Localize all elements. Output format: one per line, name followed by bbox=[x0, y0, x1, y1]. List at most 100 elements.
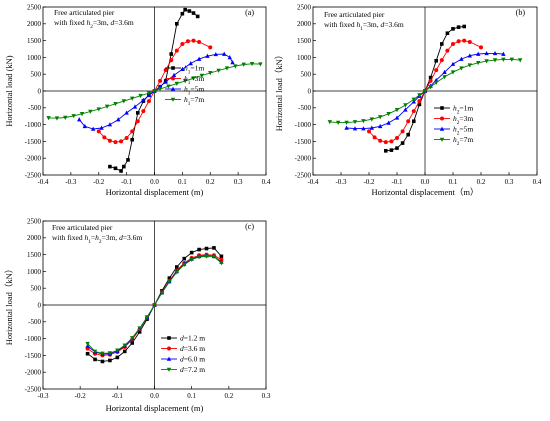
data-point bbox=[108, 358, 112, 363]
data-point bbox=[386, 112, 391, 117]
data-point bbox=[456, 25, 461, 29]
data-point bbox=[216, 68, 221, 73]
data-point bbox=[211, 254, 217, 260]
data-point bbox=[395, 146, 399, 150]
data-point bbox=[344, 120, 349, 125]
legend-marker bbox=[440, 116, 444, 121]
data-point bbox=[182, 256, 187, 261]
data-point bbox=[158, 78, 163, 83]
y-tick-label: -500 bbox=[28, 104, 41, 112]
data-point bbox=[122, 164, 126, 169]
data-point bbox=[119, 139, 124, 144]
y-tick-label: 2500 bbox=[27, 3, 42, 11]
data-point bbox=[417, 102, 422, 107]
x-tick-label: 0.1 bbox=[187, 392, 196, 400]
x-tick-label: 0.3 bbox=[505, 178, 514, 186]
y-tick-label: 2000 bbox=[297, 20, 312, 28]
data-point bbox=[451, 41, 455, 46]
data-point bbox=[108, 164, 112, 169]
data-point bbox=[187, 9, 192, 13]
legend-label: h2=7m bbox=[453, 135, 473, 147]
data-point bbox=[406, 132, 410, 137]
data-point bbox=[445, 48, 450, 53]
data-point bbox=[196, 255, 202, 260]
data-point bbox=[174, 48, 179, 53]
data-point bbox=[434, 80, 439, 85]
data-point bbox=[113, 101, 118, 107]
series-4 bbox=[85, 254, 224, 356]
data-point bbox=[195, 14, 200, 19]
x-tick-label: 0.0 bbox=[150, 392, 159, 400]
x-axis-title: Horizontal displacement（m） bbox=[372, 187, 479, 197]
x-tick-label: -0.1 bbox=[121, 178, 133, 186]
data-point bbox=[442, 75, 447, 80]
data-point bbox=[197, 39, 202, 44]
data-point bbox=[96, 129, 101, 134]
data-point bbox=[82, 123, 88, 129]
data-point bbox=[476, 51, 481, 56]
data-point bbox=[138, 93, 143, 99]
data-point bbox=[383, 140, 388, 145]
x-tick-label: 0.3 bbox=[234, 178, 243, 186]
data-point bbox=[141, 97, 146, 102]
data-point bbox=[327, 120, 332, 125]
data-point bbox=[146, 91, 152, 96]
data-point bbox=[213, 51, 219, 57]
y-tick-label: -2000 bbox=[295, 155, 312, 163]
data-point bbox=[406, 119, 411, 124]
y-tick-label: -2500 bbox=[25, 385, 42, 393]
data-point bbox=[450, 61, 456, 66]
data-point bbox=[197, 247, 201, 252]
data-point bbox=[501, 57, 506, 62]
legend-marker bbox=[167, 336, 171, 340]
data-point bbox=[258, 62, 263, 67]
x-tick-label: 0.4 bbox=[262, 178, 271, 186]
x-tick-label: 0.1 bbox=[178, 178, 187, 186]
data-point bbox=[185, 39, 190, 44]
data-point bbox=[518, 58, 523, 63]
data-point bbox=[462, 38, 467, 43]
data-point bbox=[352, 126, 358, 131]
data-point bbox=[395, 136, 399, 141]
data-point bbox=[384, 149, 388, 153]
data-point bbox=[85, 351, 90, 356]
data-point bbox=[221, 51, 227, 56]
data-point bbox=[130, 137, 134, 142]
x-tick-label: -0.2 bbox=[93, 178, 105, 186]
series-4 bbox=[46, 61, 263, 121]
y-tick-label: -1000 bbox=[25, 335, 42, 343]
data-point bbox=[224, 66, 230, 71]
legend-label: h1=5m bbox=[184, 85, 204, 97]
data-point bbox=[124, 110, 129, 115]
x-tick-label: -0.1 bbox=[391, 178, 403, 186]
y-tick-label: 0 bbox=[38, 301, 42, 309]
data-point bbox=[163, 79, 168, 84]
data-point bbox=[462, 24, 466, 29]
data-point bbox=[180, 11, 185, 16]
x-tick-label: -0.4 bbox=[37, 178, 49, 186]
x-tick-label: 0.1 bbox=[449, 178, 458, 186]
data-point bbox=[428, 75, 433, 80]
annotation-line: Free articulated pier bbox=[52, 223, 113, 232]
legend-marker bbox=[439, 126, 445, 131]
data-point bbox=[183, 7, 187, 12]
data-point bbox=[107, 138, 112, 143]
y-tick-label: 0 bbox=[308, 87, 312, 95]
data-point bbox=[188, 61, 193, 66]
data-point bbox=[509, 57, 514, 62]
y-tick-label: 500 bbox=[31, 71, 42, 79]
annotation-line: Free articulated pier bbox=[54, 8, 115, 17]
legend-label: h1=3m bbox=[184, 74, 204, 86]
data-point bbox=[467, 63, 472, 68]
y-axis-title: Horizontal load（kN） bbox=[4, 265, 14, 346]
annotation-line: with fixed h1=3m, d=3.6m bbox=[324, 20, 404, 32]
data-point bbox=[451, 27, 455, 31]
data-point bbox=[476, 60, 481, 66]
data-point bbox=[175, 265, 179, 269]
data-point bbox=[459, 66, 464, 71]
x-tick-label: -0.2 bbox=[363, 178, 375, 186]
data-point bbox=[422, 89, 428, 94]
data-point bbox=[428, 85, 433, 90]
y-tick-label: 1500 bbox=[27, 37, 42, 45]
y-tick-label: 2500 bbox=[297, 3, 312, 11]
